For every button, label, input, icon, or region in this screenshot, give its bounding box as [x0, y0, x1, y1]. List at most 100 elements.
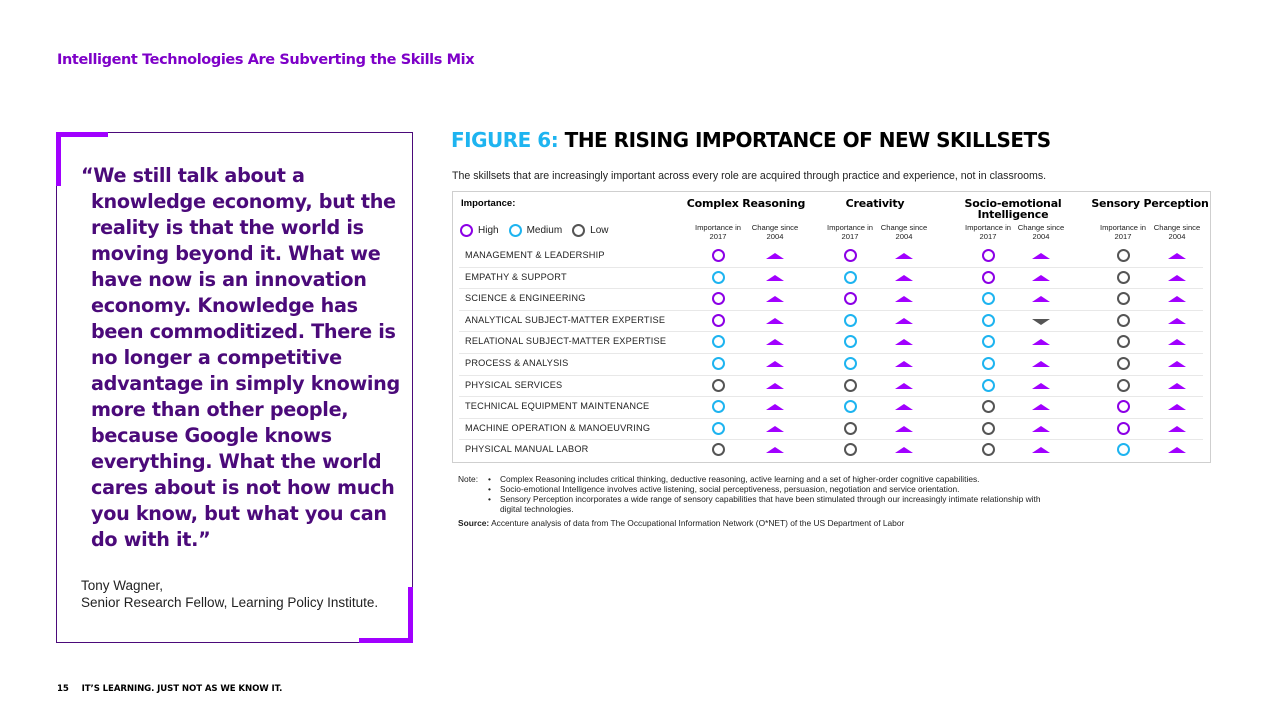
subheader-importance: Importance in 2017 [694, 223, 741, 241]
importance-low-icon [981, 400, 995, 414]
ring-low-icon [572, 224, 586, 237]
subheader-change: Change since 2004 [1017, 223, 1065, 241]
change-up-icon [1168, 404, 1186, 411]
change-up-icon [895, 382, 913, 389]
importance-high-icon [1116, 421, 1130, 435]
change-up-icon [895, 404, 913, 411]
row-label: MACHINE OPERATION & MANOEUVRING [465, 422, 651, 433]
change-up-icon [766, 425, 784, 432]
row-divider [459, 331, 1203, 333]
importance-medium-icon [843, 313, 857, 327]
importance-high-icon [711, 249, 725, 262]
legend-label-medium: Medium [526, 225, 563, 236]
change-up-icon [1032, 339, 1050, 346]
note-label: Note: [458, 474, 479, 484]
subheader-change: Change since 2004 [880, 223, 928, 241]
row-label: PHYSICAL SERVICES [465, 379, 563, 390]
importance-high-icon [843, 249, 857, 262]
importance-medium-icon [711, 335, 725, 349]
change-up-icon [1032, 382, 1050, 389]
quote-accent-bottom [359, 638, 413, 643]
note-item: Sensory Perception incorporates a wide r… [488, 494, 1048, 514]
row-label: PHYSICAL MANUAL LABOR [465, 444, 589, 455]
legend-item-medium: Medium [508, 224, 563, 237]
change-up-icon [895, 361, 913, 367]
importance-medium-icon [711, 270, 725, 284]
change-up-icon [895, 274, 913, 281]
row-label: MANAGEMENT & LEADERSHIP [465, 250, 605, 260]
change-up-icon [766, 253, 784, 259]
row-label: PROCESS & ANALYSIS [465, 358, 569, 368]
change-up-icon [766, 317, 784, 324]
source-text: Accenture analysis of data from The Occu… [491, 518, 905, 528]
importance-medium-icon [981, 378, 995, 392]
section-title: Intelligent Technologies Are Subverting … [57, 52, 475, 68]
quote-accent-right [408, 587, 413, 643]
change-up-icon [766, 447, 784, 454]
importance-low-icon [843, 421, 857, 435]
subheader-importance: Importance in 2017 [1099, 223, 1146, 241]
change-up-icon [1168, 253, 1186, 259]
table-row: TECHNICAL EQUIPMENT MAINTENANCE [453, 397, 1209, 419]
importance-high-icon [711, 292, 725, 306]
change-up-icon [1032, 274, 1050, 281]
importance-medium-icon [981, 335, 995, 349]
importance-low-icon [981, 421, 995, 435]
importance-low-icon [843, 378, 857, 392]
importance-medium-icon [1116, 443, 1130, 457]
importance-medium-icon [843, 270, 857, 284]
importance-high-icon [981, 270, 995, 284]
table-row: PHYSICAL SERVICES [453, 376, 1209, 398]
change-up-icon [1032, 296, 1050, 303]
importance-medium-icon [843, 357, 857, 370]
importance-medium-icon [843, 335, 857, 349]
legend-label-high: High [478, 225, 499, 236]
importance-high-icon [711, 313, 725, 327]
importance-low-icon [711, 443, 725, 457]
group-header: Socio-emotional Intelligence [964, 197, 1062, 221]
change-up-icon [1168, 317, 1186, 324]
row-divider [459, 288, 1203, 290]
table-row: RELATIONAL SUBJECT-MATTER EXPERTISE [453, 332, 1209, 354]
subheader-importance: Importance in 2017 [964, 223, 1011, 241]
importance-low-icon [843, 443, 857, 457]
page-footer: 15 IT’S LEARNING. JUST NOT AS WE KNOW IT… [57, 684, 282, 694]
group-header: Sensory Perception [1091, 197, 1209, 210]
figure-number: FIGURE 6: [451, 128, 559, 152]
quote-accent-top [56, 132, 108, 137]
change-up-icon [766, 404, 784, 411]
ring-medium-icon [508, 224, 522, 237]
source-label: Source: [458, 518, 490, 528]
subheader-change: Change since 2004 [751, 223, 799, 241]
row-divider [459, 374, 1203, 376]
change-up-icon [1032, 447, 1050, 454]
importance-low-icon [1116, 357, 1130, 370]
importance-low-icon [981, 443, 995, 457]
importance-low-icon [1116, 378, 1130, 392]
change-up-icon [1032, 425, 1050, 432]
figure-name: THE RISING IMPORTANCE OF NEW SKILLSETS [564, 128, 1051, 152]
change-up-icon [1168, 296, 1186, 303]
change-up-icon [766, 361, 784, 367]
table-row: ANALYTICAL SUBJECT-MATTER EXPERTISE [453, 311, 1209, 333]
importance-medium-icon [843, 400, 857, 414]
change-up-icon [895, 447, 913, 454]
importance-high-icon [981, 249, 995, 262]
row-divider [459, 417, 1203, 419]
row-divider [459, 309, 1203, 311]
change-up-icon [895, 425, 913, 432]
row-divider [459, 266, 1203, 268]
row-label: RELATIONAL SUBJECT-MATTER EXPERTISE [465, 336, 667, 347]
table-row: PHYSICAL MANUAL LABOR [453, 440, 1209, 462]
table-row: SCIENCE & ENGINEERING [453, 289, 1209, 311]
note-list: Complex Reasoning includes critical thin… [488, 474, 1048, 514]
row-divider [459, 396, 1203, 398]
quote-author-title: Senior Research Fellow, Learning Policy … [81, 594, 379, 610]
change-up-icon [895, 253, 913, 259]
row-label: EMPATHY & SUPPORT [465, 271, 567, 282]
row-label: SCIENCE & ENGINEERING [465, 293, 586, 304]
page-number: 15 [57, 684, 69, 694]
table-row: EMPATHY & SUPPORT [453, 268, 1209, 290]
change-up-icon [1168, 361, 1186, 367]
importance-medium-icon [711, 421, 725, 435]
